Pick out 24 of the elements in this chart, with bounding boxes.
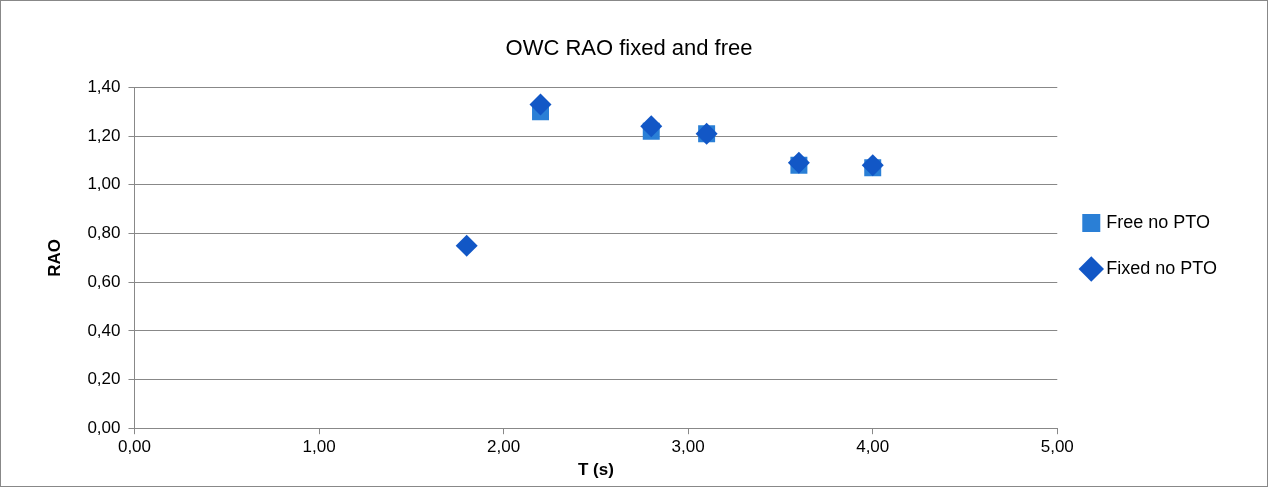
- x-axis-title: T (s): [577, 460, 614, 480]
- x-tick-label: 1,00: [302, 437, 336, 457]
- y-axis-title: RAO: [44, 238, 64, 277]
- y-tick-label: 1,40: [87, 77, 121, 97]
- y-tick-label: 0,00: [87, 417, 121, 437]
- x-tick-label: 0,00: [117, 437, 152, 457]
- x-tick-label: 3,00: [671, 437, 705, 457]
- y-tick-label: 0,60: [87, 271, 121, 291]
- point: [787, 151, 810, 174]
- point: [861, 154, 884, 177]
- point: [640, 115, 663, 138]
- y-tick-label: 1,00: [87, 174, 121, 194]
- y-tick-label: 1,20: [87, 125, 121, 145]
- y-tick-label: 0,20: [87, 369, 121, 389]
- chart-title: OWC RAO fixed and free: [505, 35, 753, 61]
- x-tick-label: 4,00: [856, 437, 890, 457]
- point: [455, 234, 478, 257]
- point: [529, 93, 552, 116]
- y-tick-label: 0,40: [87, 320, 121, 340]
- x-tick-label: 2,00: [487, 437, 521, 457]
- y-tick-label: 0,80: [87, 223, 121, 243]
- legend-label: Fixed no PTO: [1106, 257, 1217, 278]
- legend-label: Free no PTO: [1106, 211, 1210, 232]
- x-tick-label: 5,00: [1040, 437, 1074, 457]
